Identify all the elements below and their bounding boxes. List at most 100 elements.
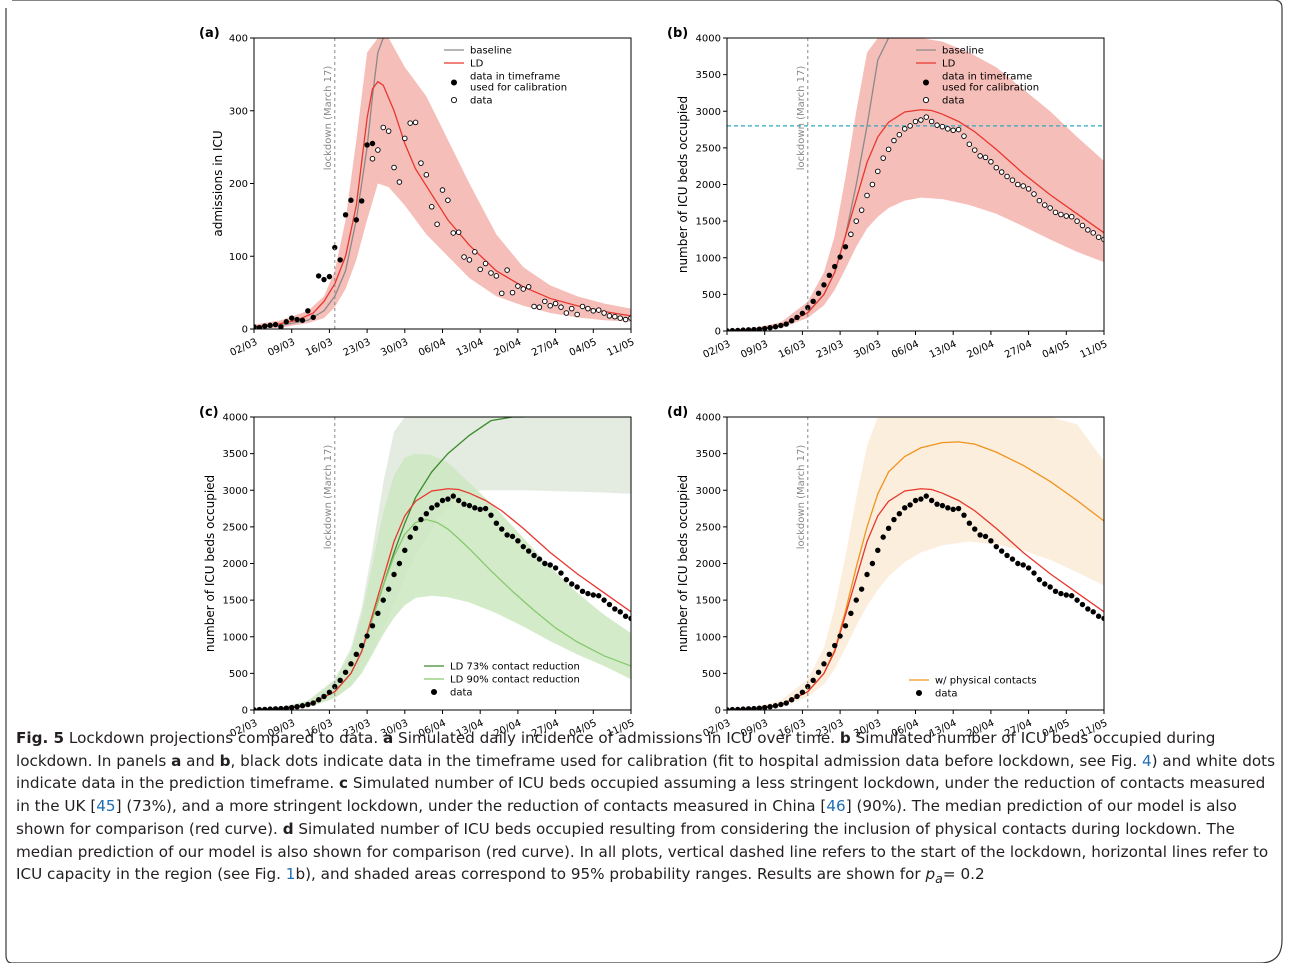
plot-area-a xyxy=(254,38,631,329)
x-tick-label: 16/03 xyxy=(304,337,335,359)
data-point xyxy=(1047,584,1053,590)
caption-fig4-link[interactable]: 4 xyxy=(1142,751,1152,770)
legend-swatch xyxy=(450,79,458,86)
y-tick-label: 3000 xyxy=(696,486,721,497)
data-point xyxy=(536,556,543,562)
data-point xyxy=(751,705,757,710)
data-point xyxy=(299,703,306,709)
data-point-open xyxy=(439,187,446,193)
data-point-open xyxy=(993,164,1000,171)
data-point-open xyxy=(1095,234,1102,240)
caption-ref45-link[interactable]: 45 xyxy=(96,797,116,816)
data-point xyxy=(348,197,354,203)
caption-ref46-link[interactable]: 46 xyxy=(826,797,846,816)
data-point xyxy=(727,328,730,331)
data-point-open xyxy=(885,146,892,153)
data-point-open xyxy=(445,197,451,203)
data-point-open xyxy=(945,126,951,132)
y-tick-label: 1000 xyxy=(223,632,248,643)
x-tick-label: 02/03 xyxy=(228,337,259,359)
data-point xyxy=(569,581,575,587)
y-tick-label: 0 xyxy=(715,327,721,338)
x-tick-label: 16/03 xyxy=(777,339,808,361)
data-point xyxy=(1036,576,1043,583)
data-point-open xyxy=(858,207,865,213)
data-point xyxy=(369,140,376,147)
caption-a-text: Simulated daily incidence of admissions … xyxy=(393,729,840,747)
data-point-open xyxy=(950,127,956,134)
data-point xyxy=(563,576,570,583)
data-point xyxy=(1085,606,1091,612)
data-point xyxy=(821,282,827,288)
y-tick-label: 3500 xyxy=(696,449,721,460)
data-point xyxy=(595,593,602,599)
data-point xyxy=(391,571,397,578)
data-point xyxy=(574,584,580,590)
data-point-open xyxy=(617,315,623,321)
caption-panel-d: d xyxy=(282,819,294,838)
y-axis-label: number of ICU beds occupied xyxy=(203,475,217,652)
data-point-open xyxy=(901,126,908,132)
y-tick-label: 1500 xyxy=(696,217,721,228)
data-point-open xyxy=(369,156,376,162)
data-point xyxy=(353,651,360,658)
data-point xyxy=(493,520,500,526)
data-point-open xyxy=(472,249,478,255)
data-point xyxy=(1090,609,1096,615)
legend-label: data in timeframe xyxy=(470,72,560,83)
data-point xyxy=(445,496,451,502)
y-tick-label: 2000 xyxy=(696,559,721,570)
caption-d-text: Simulated number of ICU beds occupied re… xyxy=(16,819,1269,884)
data-point-open xyxy=(918,117,924,123)
y-tick-label: 0 xyxy=(242,706,248,717)
data-point-open xyxy=(450,230,457,236)
series-line-baseline xyxy=(254,38,384,329)
band-w-physical-contacts-band xyxy=(727,417,1104,710)
data-point-open xyxy=(504,267,510,273)
data-point xyxy=(918,496,924,502)
caption-fig1-link[interactable]: 1 xyxy=(285,865,296,884)
band-ld-95-range xyxy=(727,38,1104,331)
data-point xyxy=(1004,552,1010,559)
legend-label: LD xyxy=(942,59,956,70)
data-point xyxy=(547,562,553,568)
data-point xyxy=(262,706,268,710)
y-tick-label: 4000 xyxy=(223,413,248,424)
data-point-open xyxy=(477,266,483,273)
y-tick-label: 500 xyxy=(229,669,248,680)
x-tick-label: 02/03 xyxy=(701,339,732,361)
data-point xyxy=(278,324,284,329)
data-point xyxy=(740,327,746,331)
data-point xyxy=(579,588,586,595)
data-point xyxy=(735,706,741,710)
x-tick-label: 30/03 xyxy=(852,339,883,361)
data-point xyxy=(326,689,333,695)
data-point-open xyxy=(375,147,381,153)
data-point-open xyxy=(585,305,591,312)
panel-label: (a) xyxy=(199,26,220,41)
y-tick-label: 200 xyxy=(229,179,248,190)
data-point-open xyxy=(428,204,435,210)
data-point xyxy=(310,314,316,321)
data-point xyxy=(520,543,526,550)
y-tick-label: 4000 xyxy=(696,34,721,45)
plot-area-b xyxy=(727,38,1104,331)
data-point xyxy=(842,623,849,629)
data-point-open xyxy=(385,128,392,134)
data-point xyxy=(1068,593,1075,599)
data-point xyxy=(332,244,338,251)
data-point-open xyxy=(1074,218,1080,224)
data-point xyxy=(455,497,462,504)
y-tick-label: 3000 xyxy=(696,107,721,118)
data-point xyxy=(439,497,446,504)
data-point xyxy=(472,505,478,511)
data-point xyxy=(359,198,365,204)
data-point xyxy=(504,532,510,538)
data-point xyxy=(305,701,311,708)
data-point xyxy=(815,290,822,296)
x-tick-label: 09/03 xyxy=(266,337,297,359)
x-tick-label: 13/04 xyxy=(455,337,486,359)
data-point xyxy=(783,700,789,706)
data-point xyxy=(299,317,306,323)
data-point xyxy=(799,689,806,695)
